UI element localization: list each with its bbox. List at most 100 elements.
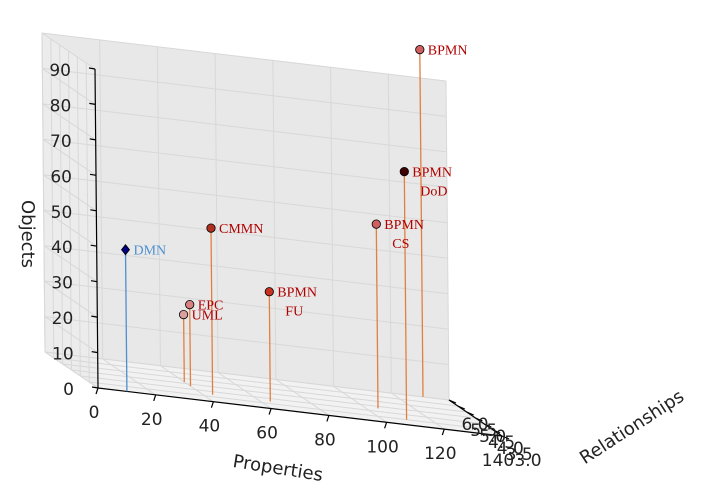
grid-line-z-back	[43, 209, 448, 259]
grid-line-x-back	[214, 53, 219, 373]
grid-line-x-back	[156, 46, 161, 366]
y-tick-label: 6.0	[461, 415, 488, 435]
z-tick-mark	[89, 138, 96, 141]
data-point-label-line: CMMN	[219, 222, 263, 237]
grid-line-y-floor	[62, 363, 467, 413]
data-point-label-line: BPMN	[277, 286, 317, 301]
data-point-label-line: FU	[285, 305, 303, 320]
z-tick-label: 80	[50, 96, 72, 116]
grid-line-y-side	[59, 44, 64, 365]
z-tick-label: 10	[52, 345, 74, 365]
stem-line	[210, 228, 214, 395]
z-tick-mark	[88, 67, 96, 70]
tick-labels: 0 20 40 60 80 100 120 140 3.03.54.04.55.05.56.0 0…	[49, 61, 541, 471]
grid-line-z-side	[44, 316, 98, 354]
grid-line-z-side	[43, 209, 97, 247]
x-tick-mark	[441, 428, 445, 436]
grid-line-z-back	[44, 316, 449, 366]
data-point-marker	[399, 167, 409, 177]
x-tick-label: 20	[141, 410, 163, 430]
grid-line-z-side	[44, 280, 98, 318]
data-point-marker	[206, 223, 216, 233]
y-tick-mark	[501, 435, 510, 440]
z-tick-label: 40	[51, 238, 73, 258]
grid-line-z-side	[41, 32, 96, 70]
stem-line	[375, 224, 379, 409]
stem-line	[268, 291, 271, 402]
data-point-label: UML	[192, 309, 223, 324]
x-tick-mark	[268, 408, 272, 415]
data-point-label-line: DoD	[420, 185, 447, 200]
stem-line	[403, 171, 408, 420]
grid-line-z-side	[42, 103, 96, 141]
grid-line-y-side	[76, 56, 81, 377]
grid-line-z-back	[44, 280, 449, 330]
grid-line-x-back	[330, 67, 335, 387]
grid-line-z-side	[42, 138, 97, 176]
grid-line-y-floor	[53, 357, 458, 407]
data-point-label: DMN	[134, 244, 167, 259]
x-tick-label: 80	[314, 430, 336, 450]
x-tick-label: 140	[482, 451, 514, 471]
x-tick-label: 40	[199, 417, 221, 437]
z-axis-title: Objects	[17, 200, 38, 268]
stem-line	[182, 314, 185, 382]
back-pane	[42, 33, 449, 400]
grid-line-z-back	[44, 351, 450, 401]
x-axis-line	[97, 387, 503, 437]
axis-lines	[88, 67, 510, 443]
x-tick-mark	[210, 401, 214, 408]
z-tick-mark	[89, 102, 96, 105]
grid-line-z-back	[43, 245, 449, 295]
data-point-label-line: BPMN	[384, 218, 424, 233]
data-point-label: EPC	[198, 299, 224, 314]
z-tick-mark	[89, 173, 97, 176]
data-point-marker	[185, 299, 195, 310]
axis-panes	[42, 33, 502, 436]
y-tick-mark	[448, 399, 457, 404]
data-point-marker	[264, 287, 274, 297]
grid-line-z-back	[41, 32, 447, 82]
grid-line-x-back	[272, 60, 277, 380]
y-axis-title: Relationships	[576, 386, 688, 469]
data-point-label-line: CS	[392, 237, 409, 252]
grid-line-z-back	[43, 174, 448, 224]
stem-line	[189, 304, 192, 387]
y-tick-label: 3.0	[514, 451, 541, 471]
x-tick-label: 100	[366, 437, 398, 457]
grid-line-z-side	[43, 174, 97, 212]
z-tick-mark	[91, 386, 99, 389]
data-point-marker	[371, 219, 381, 229]
y-tick-mark	[457, 405, 466, 410]
grid-line-y-side	[41, 32, 46, 353]
z-axis-line	[94, 68, 99, 389]
data-point-label-line: DMN	[134, 244, 167, 259]
stem-line	[124, 249, 128, 392]
z-tick-label: 90	[49, 61, 71, 81]
data-point-marker	[179, 309, 189, 320]
data-point-label: BPMN	[428, 44, 468, 59]
data-point-label: BPMN FU	[277, 286, 317, 320]
data-markers	[120, 44, 425, 320]
grid-line-x-back	[445, 80, 450, 401]
z-tick-label: 70	[50, 132, 72, 152]
grid-lines	[41, 32, 503, 437]
grid-line-y-floor	[89, 381, 494, 431]
z-tick-label: 30	[51, 274, 73, 294]
x-tick-label: 60	[256, 424, 278, 444]
grid-line-x-back	[387, 74, 392, 394]
data-point-marker	[415, 44, 425, 55]
z-tick-mark	[91, 351, 98, 354]
grid-line-z-side	[42, 67, 96, 105]
z-tick-label: 20	[52, 309, 74, 329]
z-tick-mark	[90, 244, 97, 247]
data-point-label: BPMN CS	[384, 218, 424, 252]
y-tick-label: 5.5	[470, 421, 497, 441]
grid-line-y-floor	[71, 369, 476, 419]
z-tick-mark	[90, 209, 97, 212]
grid-line-y-side	[68, 50, 72, 371]
data-point-label-line: EPC	[198, 299, 224, 314]
x-tick-mark	[153, 394, 157, 402]
